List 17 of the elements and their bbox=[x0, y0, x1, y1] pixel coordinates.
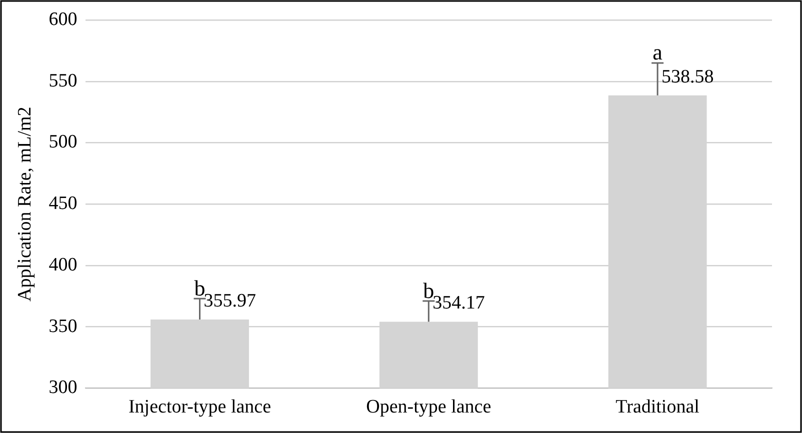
y-tick-label: 550 bbox=[48, 70, 78, 92]
y-tick-label: 400 bbox=[48, 254, 78, 276]
x-tick-label: Open-type lance bbox=[366, 396, 492, 418]
data-label: 355.97 bbox=[204, 290, 256, 312]
annotation: b bbox=[423, 278, 434, 303]
y-tick-label: 350 bbox=[48, 316, 78, 337]
annotation: a bbox=[652, 40, 663, 65]
data-label: 538.58 bbox=[662, 66, 714, 88]
y-tick-label: 300 bbox=[48, 377, 78, 398]
x-tick-label: Injector-type lance bbox=[128, 396, 272, 418]
y-tick-label: 450 bbox=[48, 193, 78, 214]
y-axis-title: Application Rate, mL/m2 bbox=[14, 106, 36, 302]
annotation: b bbox=[194, 275, 206, 300]
x-tick-label: Traditional bbox=[616, 396, 700, 418]
data-label: 354.17 bbox=[432, 292, 485, 314]
y-tick-label: 500 bbox=[48, 132, 78, 153]
y-tick-label: 600 bbox=[48, 8, 78, 30]
